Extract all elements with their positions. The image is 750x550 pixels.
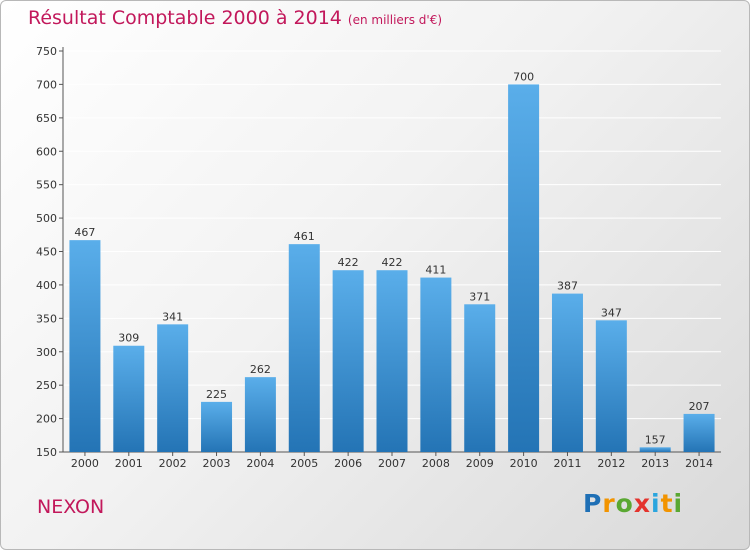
x-tick-label-2001: 2001	[115, 457, 143, 470]
x-tick-label-2004: 2004	[246, 457, 274, 470]
commune-name: NEXON	[37, 496, 105, 518]
logo-letter: o	[615, 489, 634, 518]
x-tick-label-2007: 2007	[378, 457, 406, 470]
chart-subtitle: (en milliers d'€)	[347, 13, 443, 27]
y-tick-label-400: 400	[36, 279, 57, 292]
axes: 150 200 250 300 350 400 450 500 550 600 650 700 750 2…	[36, 45, 721, 470]
data-label-2009: 371	[469, 290, 490, 303]
bars	[69, 84, 715, 453]
data-label-2014: 207	[689, 400, 710, 413]
bar-2000	[69, 240, 101, 452]
bar-2007	[376, 270, 408, 452]
bar-2006	[332, 270, 364, 452]
bar-2013	[639, 447, 671, 452]
y-tick-label-150: 150	[36, 446, 57, 459]
data-label-2000: 467	[74, 226, 95, 239]
bar-2012	[595, 320, 627, 452]
y-tick-label-550: 550	[36, 179, 57, 192]
proxiti-logo[interactable]: Proxiti	[583, 489, 683, 518]
data-label-2006: 422	[338, 256, 359, 269]
logo-letter: P	[583, 489, 603, 518]
bar-2004	[244, 377, 276, 452]
y-tick-label-500: 500	[36, 212, 57, 225]
data-label-2003: 225	[206, 388, 227, 401]
chart-title-text: Résultat Comptable 2000 à 2014	[28, 7, 342, 29]
bar-2003	[201, 401, 233, 452]
x-tick-label-2012: 2012	[597, 457, 625, 470]
y-tick-label-700: 700	[36, 78, 57, 91]
y-tick-label-450: 450	[36, 246, 57, 259]
data-label-2010: 700	[513, 70, 534, 83]
y-tick-label-650: 650	[36, 112, 57, 125]
data-label-2013: 157	[645, 433, 666, 446]
y-tick-label-300: 300	[36, 346, 57, 359]
logo-letter: i	[673, 489, 684, 518]
data-label-2012: 347	[601, 306, 622, 319]
x-tick-label-2005: 2005	[290, 457, 318, 470]
y-tick-label-600: 600	[36, 145, 57, 158]
data-label-2002: 341	[162, 310, 183, 323]
x-tick-label-2009: 2009	[466, 457, 494, 470]
bar-2011	[551, 293, 583, 452]
data-label-2001: 309	[118, 332, 139, 345]
x-tick-label-2006: 2006	[334, 457, 362, 470]
chart-title: Résultat Comptable 2000 à 2014 (en millie…	[28, 7, 442, 29]
data-labels: 467 309 341 225 262 461 422 422 411 371 700 387 347 1…	[74, 70, 709, 446]
y-tick-label-200: 200	[36, 413, 57, 426]
data-label-2007: 422	[382, 256, 403, 269]
bar-2009	[464, 304, 496, 452]
bar-2014	[683, 413, 715, 452]
logo-letter: t	[660, 489, 674, 518]
y-tick-label-750: 750	[36, 45, 57, 58]
y-tick-label-250: 250	[36, 379, 57, 392]
x-tick-label-2003: 2003	[203, 457, 231, 470]
data-label-2005: 461	[294, 230, 315, 243]
bar-2005	[288, 244, 320, 452]
data-label-2008: 411	[425, 264, 446, 277]
x-tick-label-2010: 2010	[510, 457, 538, 470]
data-label-2004: 262	[250, 363, 271, 376]
data-label-2011: 387	[557, 280, 578, 293]
logo-letter: x	[633, 489, 651, 518]
bar-2008	[420, 277, 452, 452]
bar-2002	[157, 324, 189, 452]
y-tick-label-350: 350	[36, 312, 57, 325]
x-tick-label-2008: 2008	[422, 457, 450, 470]
x-tick-label-2014: 2014	[685, 457, 713, 470]
logo-letter: r	[602, 489, 616, 518]
x-tick-label-2000: 2000	[71, 457, 99, 470]
bar-2010	[508, 84, 540, 453]
x-tick-label-2013: 2013	[641, 457, 669, 470]
bar-2001	[113, 345, 145, 452]
x-tick-label-2002: 2002	[159, 457, 187, 470]
logo-letter: i	[651, 489, 661, 518]
x-tick-label-2011: 2011	[553, 457, 581, 470]
